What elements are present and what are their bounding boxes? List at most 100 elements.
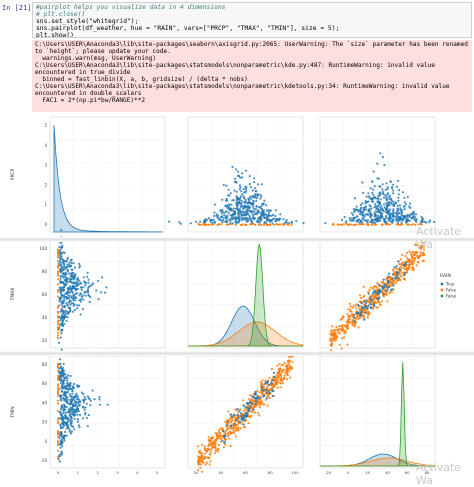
scatter-point [221,221,224,224]
scatter-point [60,453,64,456]
scatter-point [279,377,282,380]
scatter-point [209,450,212,453]
scatter-point [214,449,217,452]
scatter-point [386,186,389,189]
scatter-point [71,268,74,272]
scatter-point [406,213,409,216]
scatter-point [199,466,202,469]
scatter-point [57,341,61,344]
scatter-point [59,373,62,376]
scatter-point [355,215,359,218]
scatter-point [290,223,293,226]
scatter-point [332,329,335,332]
scatter-point [252,205,255,208]
code-cell[interactable]: #pairplot helps you visualize data in 4 … [32,2,472,38]
scatter-point [59,423,62,426]
scatter-point [352,304,355,307]
scatter-point [335,326,338,329]
y-tick-label: 0 [44,222,47,227]
scatter-point [78,413,82,417]
scatter-point [360,308,363,311]
scatter-point [403,201,406,204]
scatter-point [225,221,228,224]
scatter-point [372,200,375,203]
scatter-point [258,220,262,223]
scatter-point [356,208,359,212]
scatter-point [59,365,63,368]
scatter-point [77,282,80,286]
y-tick-label: 40 [42,315,48,320]
y-tick-label: 60 [42,292,48,297]
scatter-point [386,289,389,292]
scatter-point [232,210,235,213]
scatter-point [64,411,67,414]
scatter-point [265,386,268,389]
y-tick-label: 0 [44,439,47,444]
scatter-point [365,299,368,302]
scatter-point [354,322,357,325]
scatter-point [259,206,262,209]
scatter-point [414,216,417,219]
scatter-point [249,186,253,189]
scatter-point [349,308,352,311]
scatter-point [98,403,101,406]
scatter-point [208,448,211,451]
scatter-point [258,211,261,214]
scatter-point [63,322,66,326]
scatter-point [237,411,240,414]
scatter-point [235,168,238,171]
scatter-point [356,220,359,223]
scatter-point [263,403,266,406]
scatter-point [65,391,68,394]
scatter-point [248,216,251,219]
scatter-point [260,223,263,226]
scatter-point [268,392,271,395]
scatter-point [395,223,398,226]
activate-windows-watermark: Activate Wa [416,461,462,487]
scatter-point [76,307,79,310]
scatter-point [385,197,388,200]
scatter-point [96,279,100,282]
scatter-point [69,265,72,268]
scatter-point [64,385,67,388]
scatter-point [384,207,387,210]
y-tick-label: 3 [44,163,47,168]
scatter-point [86,290,89,293]
scatter-point [68,294,71,297]
scatter-point [248,209,251,212]
scatter-point [168,220,171,223]
scatter-point [403,196,406,199]
scatter-point [225,424,228,427]
scatter-point [66,256,69,259]
scatter-point [222,446,225,449]
scatter-point [387,210,390,213]
scatter-point [256,389,259,392]
scatter-point [57,374,59,377]
scatter-point [397,193,400,196]
scatter-point [245,214,248,217]
scatter-point [244,408,247,411]
scatter-point [200,443,204,446]
scatter-point [248,394,252,397]
scatter-point [57,383,59,386]
scatter-point [362,223,365,226]
scatter-point [361,191,365,194]
scatter-point [379,203,382,206]
scatter-point [87,413,90,417]
scatter-point [207,436,210,439]
scatter-point [252,395,255,398]
pairplot-figure: 543210PRCP10080604020TMAX806040200-20TMI… [10,116,457,475]
scatter-point [259,193,262,196]
scatter-point [72,298,75,302]
scatter-point [178,221,181,224]
scatter-point [60,426,63,429]
scatter-point [279,382,282,385]
scatter-point [332,335,335,338]
scatter-point [83,291,86,294]
scatter-point [233,217,236,220]
scatter-point [398,262,401,266]
scatter-point [333,339,336,342]
scatter-point [66,382,69,385]
scatter-point [257,210,260,213]
scatter-point [77,278,80,281]
